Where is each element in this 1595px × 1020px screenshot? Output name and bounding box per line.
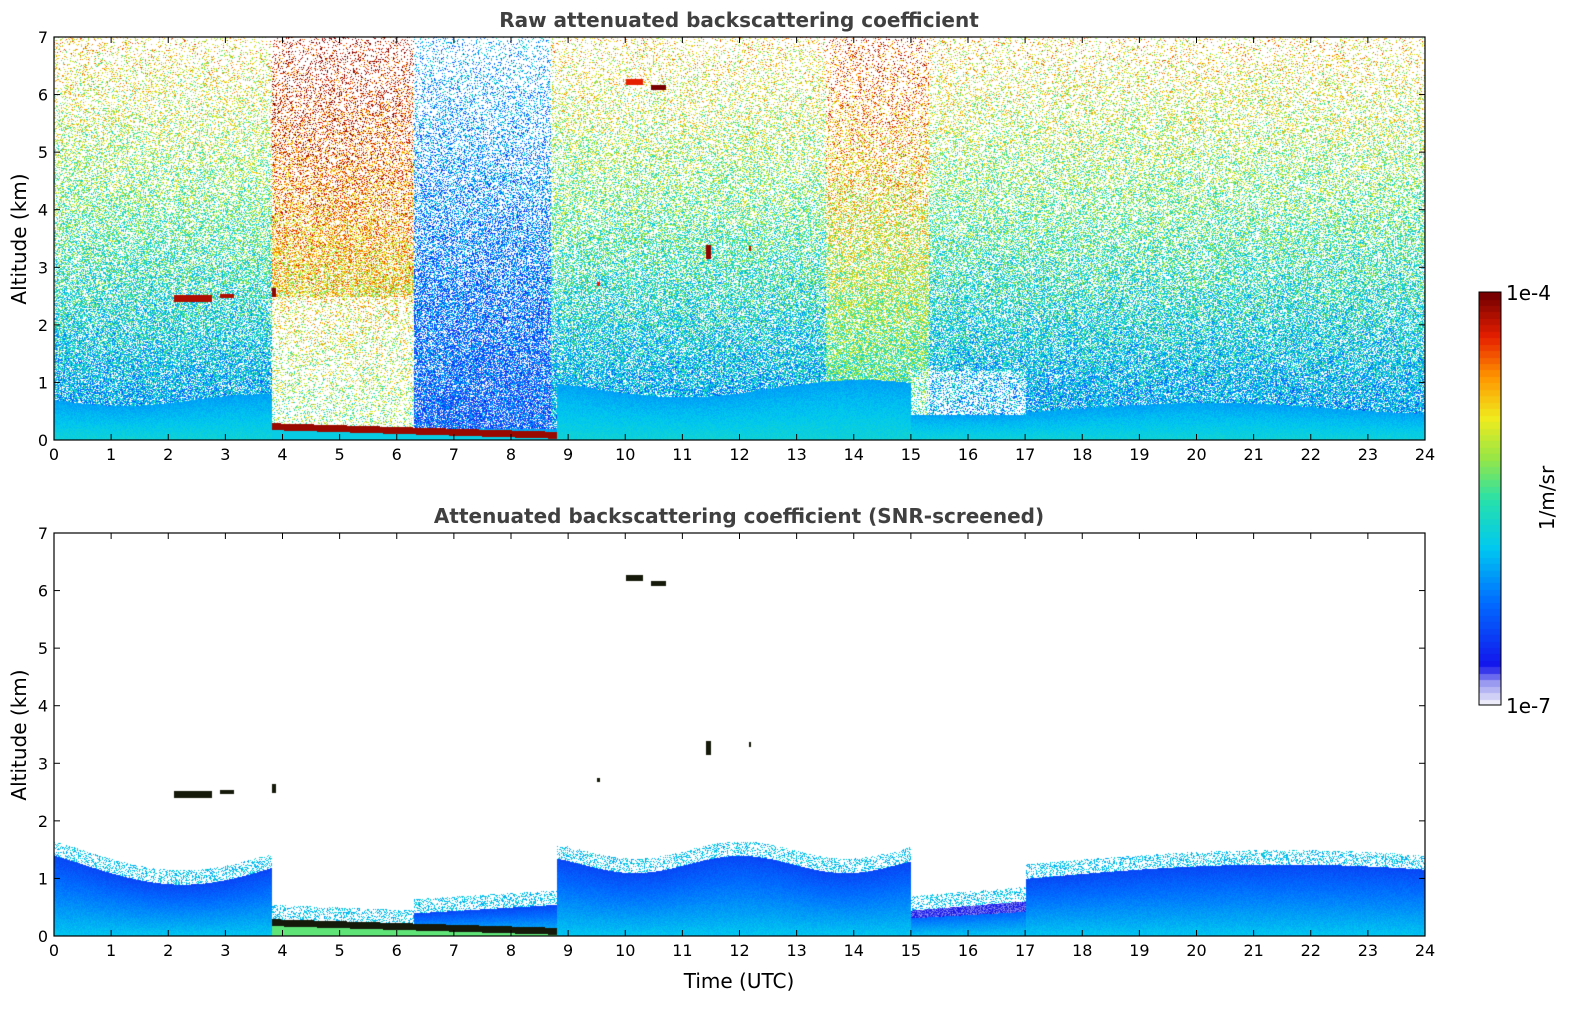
y-tick-label: 7 — [38, 524, 48, 543]
panel2-title: Attenuated backscattering coefficient (S… — [434, 504, 1044, 528]
x-tick-label: 18 — [1072, 445, 1092, 464]
x-tick-label: 0 — [49, 445, 59, 464]
x-tick-label: 12 — [729, 941, 749, 960]
y-tick-label: 3 — [38, 754, 48, 773]
y-tick-label: 4 — [38, 201, 48, 220]
x-tick-label: 23 — [1358, 445, 1378, 464]
x-tick-label: 10 — [615, 445, 635, 464]
x-tick-label: 21 — [1243, 941, 1263, 960]
x-tick-label: 14 — [844, 445, 864, 464]
colorbar-frame — [1478, 291, 1502, 706]
x-tick-label: 22 — [1301, 445, 1321, 464]
colorbar — [1479, 292, 1501, 705]
x-tick-label: 15 — [901, 941, 921, 960]
panel2-y-axis: 0 1 2 3 4 5 6 7 — [38, 524, 1425, 946]
panel1-title: Raw attenuated backscattering coefficien… — [499, 8, 979, 32]
x-tick-label: 13 — [786, 941, 806, 960]
x-tick-label: 11 — [672, 445, 692, 464]
x-tick-label: 11 — [672, 941, 692, 960]
panel1-heatmap — [54, 37, 1425, 440]
x-tick-label: 5 — [335, 941, 345, 960]
panel2-x-axis: 0 1 2 3 4 5 6 7 8 9 10 11 12 13 14 15 16 17 18 19 20 21 22 23 24 — [49, 533, 1435, 960]
x-tick-label: 20 — [1186, 445, 1206, 464]
panel1-x-axis: 0 1 2 3 4 5 6 7 8 9 10 11 12 13 14 15 16 17 18 19 20 21 22 23 24 — [49, 37, 1435, 464]
x-tick-label: 7 — [449, 445, 459, 464]
x-tick-label: 17 — [1015, 941, 1035, 960]
x-tick-label: 21 — [1243, 445, 1263, 464]
x-tick-label: 1 — [106, 445, 116, 464]
x-tick-label: 20 — [1186, 941, 1206, 960]
x-tick-label: 24 — [1415, 941, 1435, 960]
y-tick-label: 7 — [38, 28, 48, 47]
x-tick-label: 1 — [106, 941, 116, 960]
x-tick-label: 8 — [506, 941, 516, 960]
y-tick-label: 2 — [38, 812, 48, 831]
y-tick-label: 6 — [38, 582, 48, 601]
x-tick-label: 19 — [1129, 941, 1149, 960]
x-tick-label: 14 — [844, 941, 864, 960]
x-tick-label: 19 — [1129, 445, 1149, 464]
x-tick-label: 10 — [615, 941, 635, 960]
y-tick-label: 6 — [38, 86, 48, 105]
x-tick-label: 13 — [786, 445, 806, 464]
panel2-plot-area — [54, 533, 1425, 936]
x-tick-label: 6 — [392, 445, 402, 464]
x-tick-label: 3 — [220, 941, 230, 960]
y-tick-label: 4 — [38, 697, 48, 716]
x-tick-label: 0 — [49, 941, 59, 960]
x-tick-label: 22 — [1301, 941, 1321, 960]
x-tick-label: 17 — [1015, 445, 1035, 464]
x-tick-label: 16 — [958, 445, 978, 464]
x-tick-label: 9 — [563, 941, 573, 960]
x-tick-label: 6 — [392, 941, 402, 960]
x-tick-label: 7 — [449, 941, 459, 960]
x-tick-label: 24 — [1415, 445, 1435, 464]
x-tick-label: 4 — [277, 445, 287, 464]
panel2-heatmap — [54, 533, 1425, 936]
colorbar-unit-label: 1/m/sr — [1535, 465, 1559, 530]
x-tick-label: 2 — [163, 445, 173, 464]
x-tick-label: 12 — [729, 445, 749, 464]
colorbar-gradient — [1479, 292, 1501, 705]
colorbar-max-label: 1e-4 — [1506, 281, 1551, 305]
x-tick-label: 18 — [1072, 941, 1092, 960]
y-tick-label: 1 — [38, 373, 48, 392]
panel2-ylabel: Altitude (km) — [7, 669, 31, 800]
y-tick-label: 1 — [38, 869, 48, 888]
colorbar-min-label: 1e-7 — [1506, 694, 1551, 718]
x-tick-label: 8 — [506, 445, 516, 464]
x-tick-label: 23 — [1358, 941, 1378, 960]
x-tick-label: 16 — [958, 941, 978, 960]
y-tick-label: 0 — [38, 927, 48, 946]
x-tick-label: 2 — [163, 941, 173, 960]
x-tick-label: 4 — [277, 941, 287, 960]
y-tick-label: 2 — [38, 316, 48, 335]
panel1-ylabel: Altitude (km) — [7, 173, 31, 304]
y-tick-label: 5 — [38, 143, 48, 162]
x-tick-label: 15 — [901, 445, 921, 464]
y-tick-label: 0 — [38, 431, 48, 450]
y-tick-label: 3 — [38, 258, 48, 277]
panel1-y-axis: 0 1 2 3 4 5 6 7 — [38, 28, 1425, 450]
x-tick-label: 3 — [220, 445, 230, 464]
x-tick-label: 9 — [563, 445, 573, 464]
panel2-xlabel: Time (UTC) — [683, 969, 795, 993]
y-tick-label: 5 — [38, 639, 48, 658]
panel1-plot-area — [54, 37, 1425, 440]
x-tick-label: 5 — [335, 445, 345, 464]
